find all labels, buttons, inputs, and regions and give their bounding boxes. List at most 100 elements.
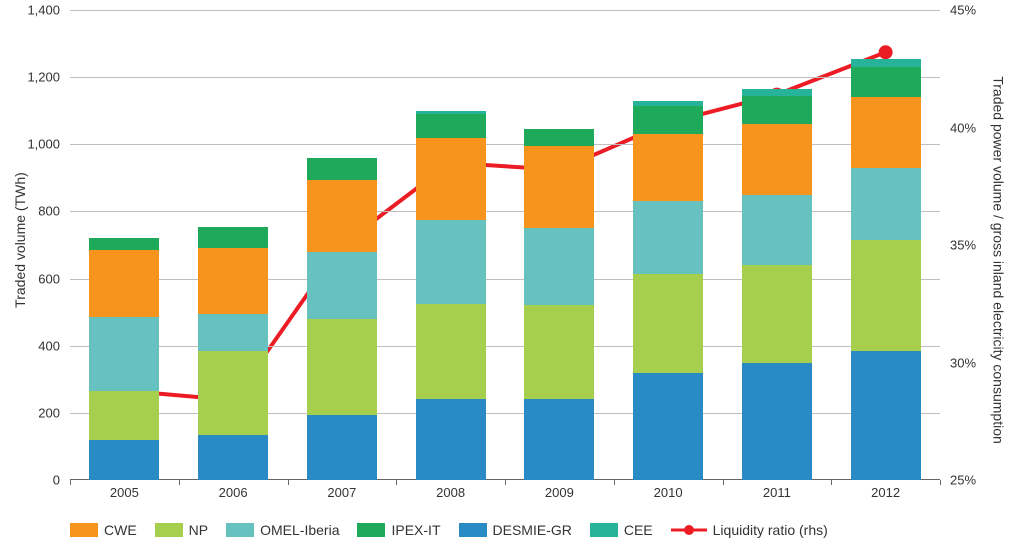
legend-swatch xyxy=(459,523,487,537)
x-tick-label: 2007 xyxy=(327,485,356,500)
bar-segment-desmie-gr xyxy=(198,435,268,480)
x-tick-mark xyxy=(70,480,71,485)
y-left-axis-label: Traded volume (TWh) xyxy=(12,172,28,308)
bar-segment-desmie-gr xyxy=(742,363,812,481)
x-tick-mark xyxy=(396,480,397,485)
legend-label: OMEL-Iberia xyxy=(260,522,339,538)
x-tick-mark xyxy=(723,480,724,485)
bar-segment-np xyxy=(742,265,812,362)
bar-segment-ipex-it xyxy=(89,238,159,250)
y-left-tick: 400 xyxy=(38,338,60,353)
bar-segment-ipex-it xyxy=(742,96,812,125)
bar-group xyxy=(416,10,486,480)
bar-segment-ipex-it xyxy=(524,129,594,146)
x-tick-label: 2006 xyxy=(219,485,248,500)
legend-item: IPEX-IT xyxy=(357,522,440,538)
bar-group xyxy=(633,10,703,480)
bar-segment-desmie-gr xyxy=(633,373,703,480)
y-left-tick: 200 xyxy=(38,405,60,420)
legend-swatch xyxy=(226,523,254,537)
bar-segment-omel-iberia xyxy=(416,220,486,304)
bar-segment-np xyxy=(416,304,486,400)
bar-segment-cwe xyxy=(524,146,594,228)
legend-item: OMEL-Iberia xyxy=(226,522,339,538)
legend-item: NP xyxy=(155,522,208,538)
legend-label: Liquidity ratio (rhs) xyxy=(713,522,828,538)
legend-line-icon xyxy=(671,523,707,537)
legend-swatch xyxy=(357,523,385,537)
bar-segment-np xyxy=(633,274,703,373)
bar-segment-cwe xyxy=(416,138,486,220)
y-left-tick: 600 xyxy=(38,271,60,286)
y-left-tick: 1,400 xyxy=(27,3,60,18)
x-tick-label: 2009 xyxy=(545,485,574,500)
y-left-tick: 0 xyxy=(53,473,60,488)
legend-swatch xyxy=(590,523,618,537)
bar-group xyxy=(742,10,812,480)
legend-label: CWE xyxy=(104,522,137,538)
bar-segment-ipex-it xyxy=(307,158,377,180)
legend: CWE NP OMEL-Iberia IPEX-IT DESMIE-GR CEE Liqui… xyxy=(70,522,961,538)
bar-segment-ipex-it xyxy=(633,106,703,135)
bar-segment-cee xyxy=(742,89,812,96)
x-tick-label: 2012 xyxy=(871,485,900,500)
x-tick-mark xyxy=(288,480,289,485)
x-tick-label: 2005 xyxy=(110,485,139,500)
bar-segment-desmie-gr xyxy=(307,415,377,480)
bar-segment-omel-iberia xyxy=(307,252,377,319)
y-right-tick: 30% xyxy=(950,355,976,370)
bar-segment-np xyxy=(307,319,377,415)
x-tick-label: 2010 xyxy=(654,485,683,500)
x-tick-mark xyxy=(179,480,180,485)
y-left-tick: 800 xyxy=(38,204,60,219)
y-right-tick: 25% xyxy=(950,473,976,488)
legend-item: Liquidity ratio (rhs) xyxy=(671,522,828,538)
x-tick-label: 2008 xyxy=(436,485,465,500)
bar-segment-cwe xyxy=(633,134,703,201)
bar-segment-omel-iberia xyxy=(851,168,921,240)
x-tick-mark xyxy=(614,480,615,485)
bar-segment-cwe xyxy=(307,180,377,252)
y-right-tick: 40% xyxy=(950,120,976,135)
bar-segment-desmie-gr xyxy=(416,399,486,480)
bar-segment-ipex-it xyxy=(198,227,268,249)
bar-segment-cwe xyxy=(851,97,921,168)
bar-segment-cee xyxy=(851,59,921,67)
legend-label: NP xyxy=(189,522,208,538)
bar-segment-np xyxy=(198,351,268,435)
legend-label: DESMIE-GR xyxy=(493,522,572,538)
bar-group xyxy=(198,10,268,480)
bar-group xyxy=(307,10,377,480)
legend-item: CEE xyxy=(590,522,653,538)
legend-label: CEE xyxy=(624,522,653,538)
y-right-axis-label: Traded power volume / gross inland elect… xyxy=(991,76,1007,444)
bar-segment-np xyxy=(89,391,159,440)
bar-segment-np xyxy=(524,305,594,399)
plot-area: 02004006008001,0001,2001,40025%30%35%40%… xyxy=(70,10,940,480)
bar-segment-ipex-it xyxy=(416,114,486,138)
legend-swatch xyxy=(155,523,183,537)
legend-item: DESMIE-GR xyxy=(459,522,572,538)
y-right-tick: 35% xyxy=(950,238,976,253)
bar-segment-omel-iberia xyxy=(633,201,703,273)
bar-segment-omel-iberia xyxy=(742,195,812,266)
bar-segment-omel-iberia xyxy=(89,317,159,391)
bar-group xyxy=(851,10,921,480)
bar-group xyxy=(89,10,159,480)
x-tick-mark xyxy=(940,480,941,485)
bar-segment-cwe xyxy=(89,250,159,317)
x-tick-mark xyxy=(505,480,506,485)
bar-segment-cee xyxy=(633,101,703,106)
bar-segment-desmie-gr xyxy=(524,399,594,480)
bar-segment-omel-iberia xyxy=(198,314,268,351)
legend-swatch xyxy=(70,523,98,537)
bar-group xyxy=(524,10,594,480)
bar-segment-ipex-it xyxy=(851,67,921,97)
legend-item: CWE xyxy=(70,522,137,538)
y-left-tick: 1,000 xyxy=(27,137,60,152)
legend-label: IPEX-IT xyxy=(391,522,440,538)
y-left-tick: 1,200 xyxy=(27,70,60,85)
chart-container: Traded volume (TWh) Traded power volume … xyxy=(0,0,1011,544)
bar-segment-cwe xyxy=(198,248,268,313)
bar-segment-cee xyxy=(416,111,486,114)
